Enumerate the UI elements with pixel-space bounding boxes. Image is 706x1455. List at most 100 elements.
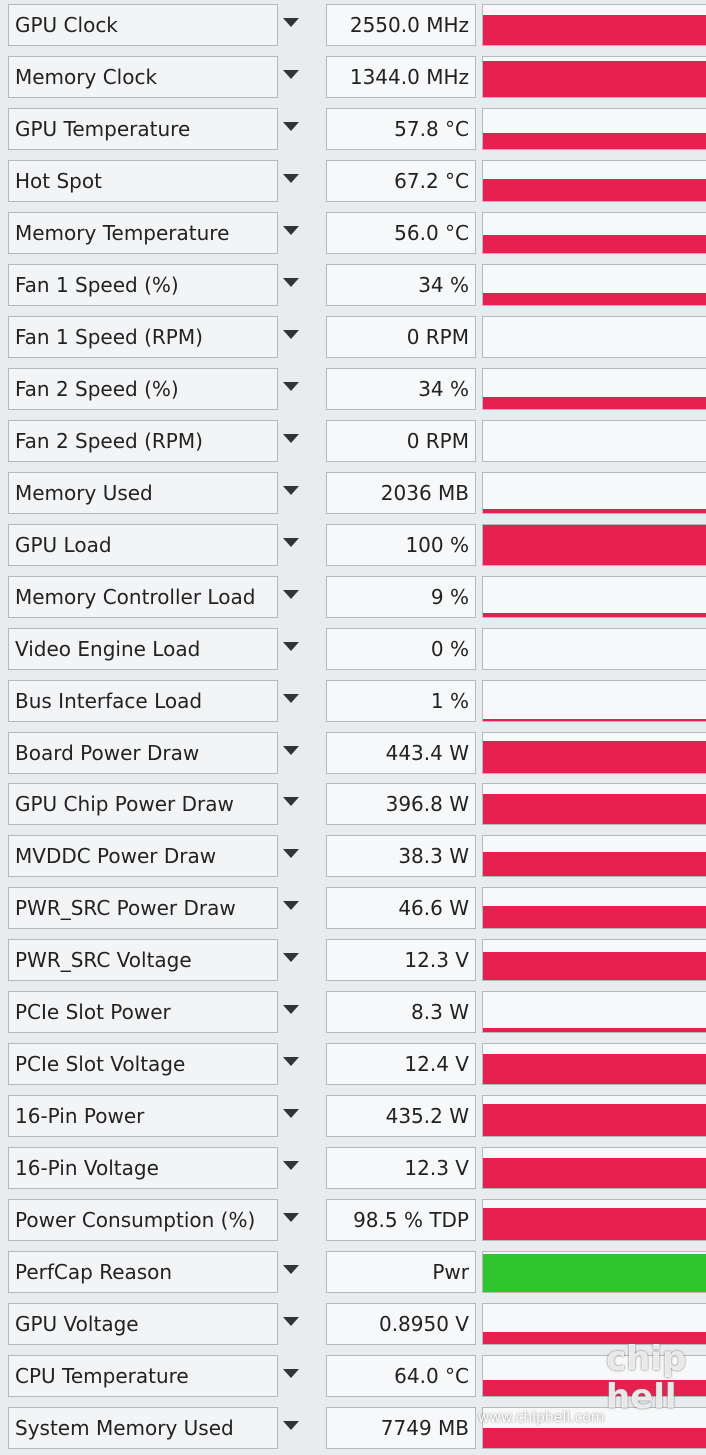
- sensor-value: 57.8 °C: [326, 107, 476, 150]
- dropdown-arrow[interactable]: [283, 745, 299, 755]
- dropdown-arrow[interactable]: [283, 537, 299, 547]
- graph-fill: [483, 1332, 706, 1345]
- sensor-label: PWR_SRC Power Draw: [8, 887, 278, 930]
- dropdown-arrow[interactable]: [283, 1161, 299, 1171]
- sensor-row: GPU Clock 2550.0 MHz: [0, 0, 706, 52]
- dropdown-arrow[interactable]: [283, 381, 299, 391]
- graph-fill: [483, 740, 706, 773]
- dropdown-arrow[interactable]: [283, 901, 299, 911]
- dropdown-arrow[interactable]: [283, 1109, 299, 1119]
- sensor-value: 46.6 W: [326, 887, 476, 930]
- graph-fill: [483, 1254, 706, 1293]
- dropdown-arrow[interactable]: [283, 277, 299, 287]
- sensor-value: 98.5 % TDP: [326, 1199, 476, 1242]
- sensor-value: 2550.0 MHz: [326, 4, 476, 46]
- sensor-value: 34 %: [326, 367, 476, 410]
- sensor-label: Hot Spot: [8, 159, 278, 202]
- sensor-label: Memory Used: [8, 471, 278, 514]
- sensor-row: PCIe Slot Power 8.3 W: [0, 987, 706, 1039]
- dropdown-arrow[interactable]: [283, 693, 299, 703]
- graph-fill: [483, 952, 706, 981]
- sensor-row: Video Engine Load 0 %: [0, 624, 706, 676]
- sensor-graph: [482, 315, 706, 358]
- graph-fill: [483, 396, 706, 409]
- dropdown-arrow[interactable]: [283, 173, 299, 183]
- sensor-graph: [482, 939, 706, 982]
- sensor-label: Video Engine Load: [8, 627, 278, 670]
- graph-fill: [483, 906, 706, 929]
- sensor-row: GPU Voltage 0.8950 V: [0, 1299, 706, 1351]
- sensor-value: 64.0 °C: [326, 1355, 476, 1398]
- dropdown-arrow[interactable]: [283, 69, 299, 79]
- logo-bottom: hell: [606, 1377, 677, 1417]
- sensor-row: Board Power Draw 443.4 W: [0, 728, 706, 780]
- sensor-label: PerfCap Reason: [8, 1251, 278, 1294]
- sensor-graph: [482, 731, 706, 774]
- dropdown-arrow[interactable]: [283, 797, 299, 807]
- sensor-value: 7749 MB: [326, 1407, 476, 1450]
- dropdown-arrow[interactable]: [283, 225, 299, 235]
- dropdown-arrow[interactable]: [283, 641, 299, 651]
- sensor-row: Memory Temperature 56.0 °C: [0, 208, 706, 260]
- sensor-graph: [482, 471, 706, 514]
- watermark-url: www.chiphell.com: [478, 1410, 605, 1426]
- sensor-graph: [482, 991, 706, 1034]
- sensor-row: PWR_SRC Voltage 12.3 V: [0, 935, 706, 987]
- sensor-row: Fan 2 Speed (%) 34 %: [0, 364, 706, 416]
- sensor-row: GPU Load 100 %: [0, 520, 706, 572]
- sensor-label: CPU Temperature: [8, 1355, 278, 1398]
- sensor-graph: [482, 211, 706, 254]
- sensor-label: Bus Interface Load: [8, 679, 278, 722]
- sensor-graph: [482, 263, 706, 306]
- dropdown-arrow[interactable]: [283, 849, 299, 859]
- sensor-row: Memory Controller Load 9 %: [0, 572, 706, 624]
- sensor-row: PerfCap Reason Pwr: [0, 1247, 706, 1299]
- sensor-value: 443.4 W: [326, 731, 476, 774]
- graph-fill: [483, 1428, 706, 1449]
- sensor-label: Board Power Draw: [8, 731, 278, 774]
- sensor-label: Fan 1 Speed (%): [8, 263, 278, 306]
- sensor-label: GPU Voltage: [8, 1303, 278, 1346]
- sensor-value: 67.2 °C: [326, 159, 476, 202]
- sensor-label: Power Consumption (%): [8, 1199, 278, 1242]
- sensor-label: Memory Temperature: [8, 211, 278, 254]
- graph-fill: [483, 852, 706, 877]
- dropdown-arrow[interactable]: [283, 953, 299, 963]
- dropdown-arrow[interactable]: [283, 1369, 299, 1379]
- sensor-value: 9 %: [326, 575, 476, 618]
- sensor-graph: [482, 1303, 706, 1346]
- sensor-value: 1344.0 MHz: [326, 55, 476, 98]
- dropdown-arrow[interactable]: [283, 589, 299, 599]
- dropdown-arrow[interactable]: [283, 1317, 299, 1327]
- sensor-label: Fan 1 Speed (RPM): [8, 315, 278, 358]
- dropdown-arrow[interactable]: [283, 1213, 299, 1223]
- dropdown-arrow[interactable]: [283, 1265, 299, 1275]
- dropdown-arrow[interactable]: [283, 121, 299, 131]
- dropdown-arrow[interactable]: [283, 18, 299, 27]
- graph-fill: [483, 612, 706, 617]
- sensor-label: Memory Controller Load: [8, 575, 278, 618]
- sensor-value: 34 %: [326, 263, 476, 306]
- graph-fill: [483, 292, 706, 305]
- dropdown-arrow[interactable]: [283, 433, 299, 443]
- graph-fill: [483, 1208, 706, 1241]
- watermark-logo: chip hell: [606, 1340, 686, 1416]
- sensor-row: GPU Temperature 57.8 °C: [0, 104, 706, 156]
- sensor-graph: [482, 1251, 706, 1294]
- sensor-graph: [482, 1095, 706, 1138]
- graph-fill: [483, 1028, 706, 1033]
- dropdown-arrow[interactable]: [283, 1421, 299, 1431]
- sensor-graph: [482, 1147, 706, 1190]
- sensor-value: 1 %: [326, 679, 476, 722]
- dropdown-arrow[interactable]: [283, 485, 299, 495]
- sensor-graph: [482, 887, 706, 930]
- sensor-value: 38.3 W: [326, 835, 476, 878]
- sensor-row: PWR_SRC Power Draw 46.6 W: [0, 883, 706, 935]
- dropdown-arrow[interactable]: [283, 329, 299, 339]
- sensor-row: MVDDC Power Draw 38.3 W: [0, 831, 706, 883]
- sensor-row: 16-Pin Voltage 12.3 V: [0, 1143, 706, 1195]
- dropdown-arrow[interactable]: [283, 1057, 299, 1067]
- dropdown-arrow[interactable]: [283, 1005, 299, 1015]
- graph-fill: [483, 1104, 706, 1137]
- sensor-value: 12.3 V: [326, 939, 476, 982]
